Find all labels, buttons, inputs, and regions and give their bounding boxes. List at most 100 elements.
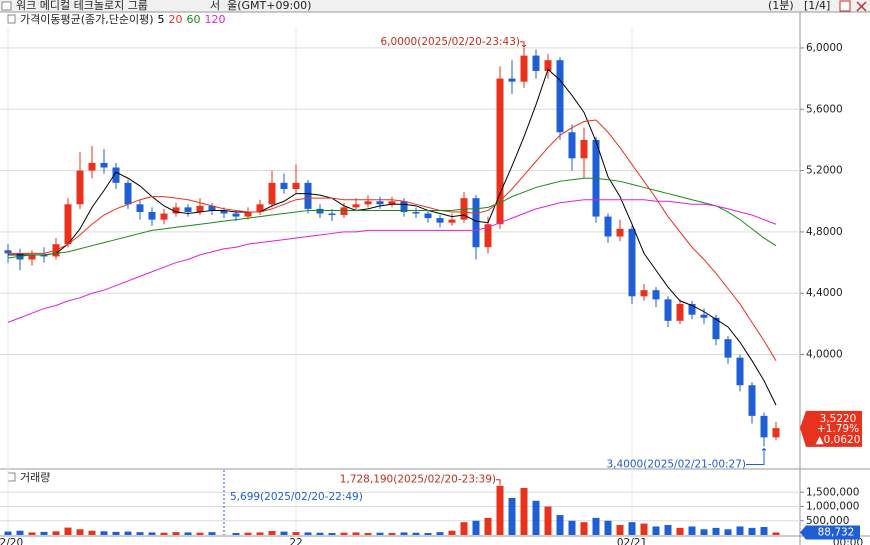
y-tick-label: 500,000: [806, 515, 849, 527]
volume-bar: [328, 533, 336, 535]
candle-body: [556, 60, 564, 133]
volume-bar: [88, 530, 96, 535]
candle-body: [604, 216, 612, 237]
volume-bar: [676, 527, 684, 535]
candle-body: [64, 204, 72, 245]
volume-bar: [460, 522, 468, 535]
volume-bar: [196, 532, 204, 535]
candle-body: [76, 170, 84, 205]
volume-bar: [208, 532, 216, 535]
candle-body: [340, 207, 348, 216]
candle-body: [40, 254, 48, 257]
max-arrow: [520, 41, 527, 48]
volume-bar: [748, 527, 756, 535]
volume-bar: [760, 527, 768, 535]
y-tick-label: 4,4000: [806, 287, 843, 299]
x-tick-label: 22: [289, 537, 302, 545]
volume-bar: [532, 500, 540, 535]
candle-body: [580, 139, 588, 159]
close-button[interactable]: [856, 1, 867, 12]
candle-body: [148, 211, 156, 220]
title-bar: [0, 0, 870, 12]
candle-body: [712, 317, 720, 340]
min-annotation: 3,4000(2025/02/21-00:27): [607, 459, 747, 471]
legend-icon: [7, 14, 16, 24]
volume-bar: [40, 531, 48, 535]
volume-bar: [496, 485, 504, 535]
candle-body: [736, 357, 744, 386]
volume-bar: [412, 532, 420, 535]
volume-bar: [112, 531, 120, 535]
window-icon: [1, 1, 12, 11]
max-arrow: [496, 479, 501, 485]
candle-body: [628, 228, 636, 297]
y-tick-label: 1,500,000: [806, 486, 859, 498]
candle-body: [136, 204, 144, 212]
volume-bar: [712, 527, 720, 535]
candle-body: [28, 254, 36, 260]
volume-bar: [472, 520, 480, 535]
max-annotation: 1,728,190(2025/02/20-23:39): [340, 474, 496, 486]
y-tick-label: 5,2000: [806, 165, 843, 177]
volume-bar: [76, 529, 84, 535]
volume-bar: [736, 526, 744, 535]
candle-body: [364, 201, 372, 205]
volume-bar: [556, 515, 564, 535]
candle-body: [124, 182, 132, 205]
legend-ma5: 5: [158, 13, 165, 26]
volume-bar: [352, 532, 360, 535]
candle-body: [160, 213, 168, 220]
volume-bar: [148, 532, 156, 535]
candle-body: [220, 210, 228, 214]
volume-bar: [592, 517, 600, 535]
volume-icon: [7, 472, 16, 482]
volume-bar: [772, 532, 780, 535]
candle-body: [112, 167, 120, 183]
candle-body: [496, 78, 504, 225]
page: [1/4]: [804, 0, 830, 12]
last-volume: 88,732: [818, 526, 855, 538]
volume-bar: [448, 530, 456, 535]
legend-ma120: 120: [205, 13, 226, 26]
volume-bar: [172, 532, 180, 535]
candle-body: [376, 201, 384, 205]
candle-body: [328, 213, 336, 216]
moving-average: [7, 177, 777, 259]
volume-bar: [508, 497, 516, 535]
candle-body: [88, 162, 96, 171]
volume-bar: [136, 532, 144, 535]
x-tick-label: 02/20: [0, 537, 23, 545]
last-price: 3,5220: [820, 413, 857, 425]
volume-bar: [568, 520, 576, 535]
candle-body: [388, 201, 396, 205]
y-tick-label: 5,6000: [806, 103, 843, 115]
settings-button[interactable]: [839, 0, 851, 12]
candle-body: [760, 415, 768, 438]
candle-body: [172, 207, 180, 214]
volume-bar: [364, 533, 372, 535]
volume-bar: [28, 532, 36, 535]
volume-bar: [340, 532, 348, 535]
candle-body: [664, 299, 672, 321]
candle-body: [280, 182, 288, 189]
candle-body: [436, 218, 444, 223]
volume-bar: [520, 487, 528, 535]
y-tick-label: 4,0000: [806, 349, 843, 361]
volume-bar: [160, 532, 168, 535]
volume-bar: [664, 525, 672, 535]
legend-ma20: 20: [169, 13, 183, 26]
candle-body: [208, 205, 216, 211]
volume-bar: [688, 526, 696, 535]
candle-body: [268, 182, 276, 205]
candle-body: [640, 290, 648, 297]
volume-bar: [544, 506, 552, 535]
candle-body: [520, 55, 528, 82]
candle-body: [484, 224, 492, 248]
candle-body: [616, 228, 624, 237]
candle-body: [424, 213, 432, 219]
volume-bar: [580, 522, 588, 535]
y-tick-label: 6,0000: [806, 42, 843, 54]
candle-body: [688, 303, 696, 315]
